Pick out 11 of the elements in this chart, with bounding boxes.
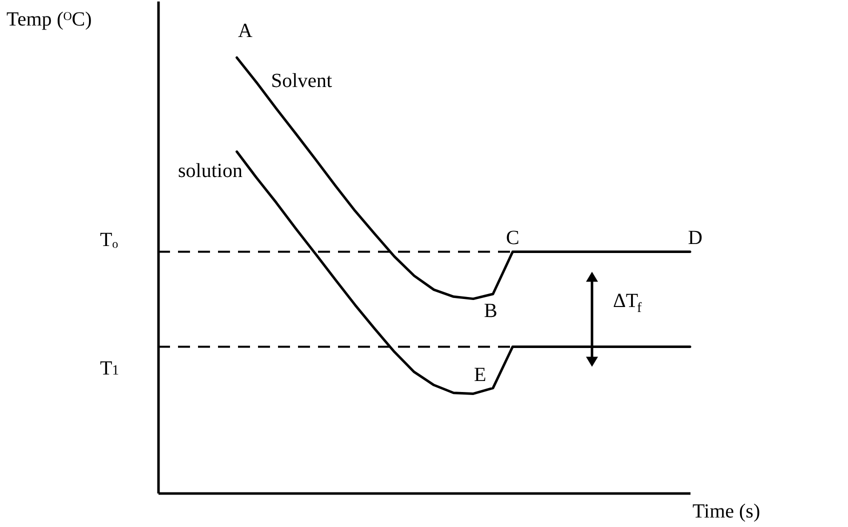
annotation: A xyxy=(238,20,253,42)
annotation: E xyxy=(474,364,486,386)
annotation: C xyxy=(506,227,520,249)
x-axis-title: Time (s) xyxy=(692,500,760,522)
annotation: solution xyxy=(178,160,242,182)
y-axis-title: Temp (ᴼC) xyxy=(6,8,92,30)
ref-line-label: Tₒ xyxy=(100,228,118,251)
annotation: Solvent xyxy=(271,70,333,92)
ref-line-label: T1 xyxy=(100,358,119,380)
annotation: D xyxy=(688,227,702,249)
annotation: B xyxy=(484,300,498,322)
